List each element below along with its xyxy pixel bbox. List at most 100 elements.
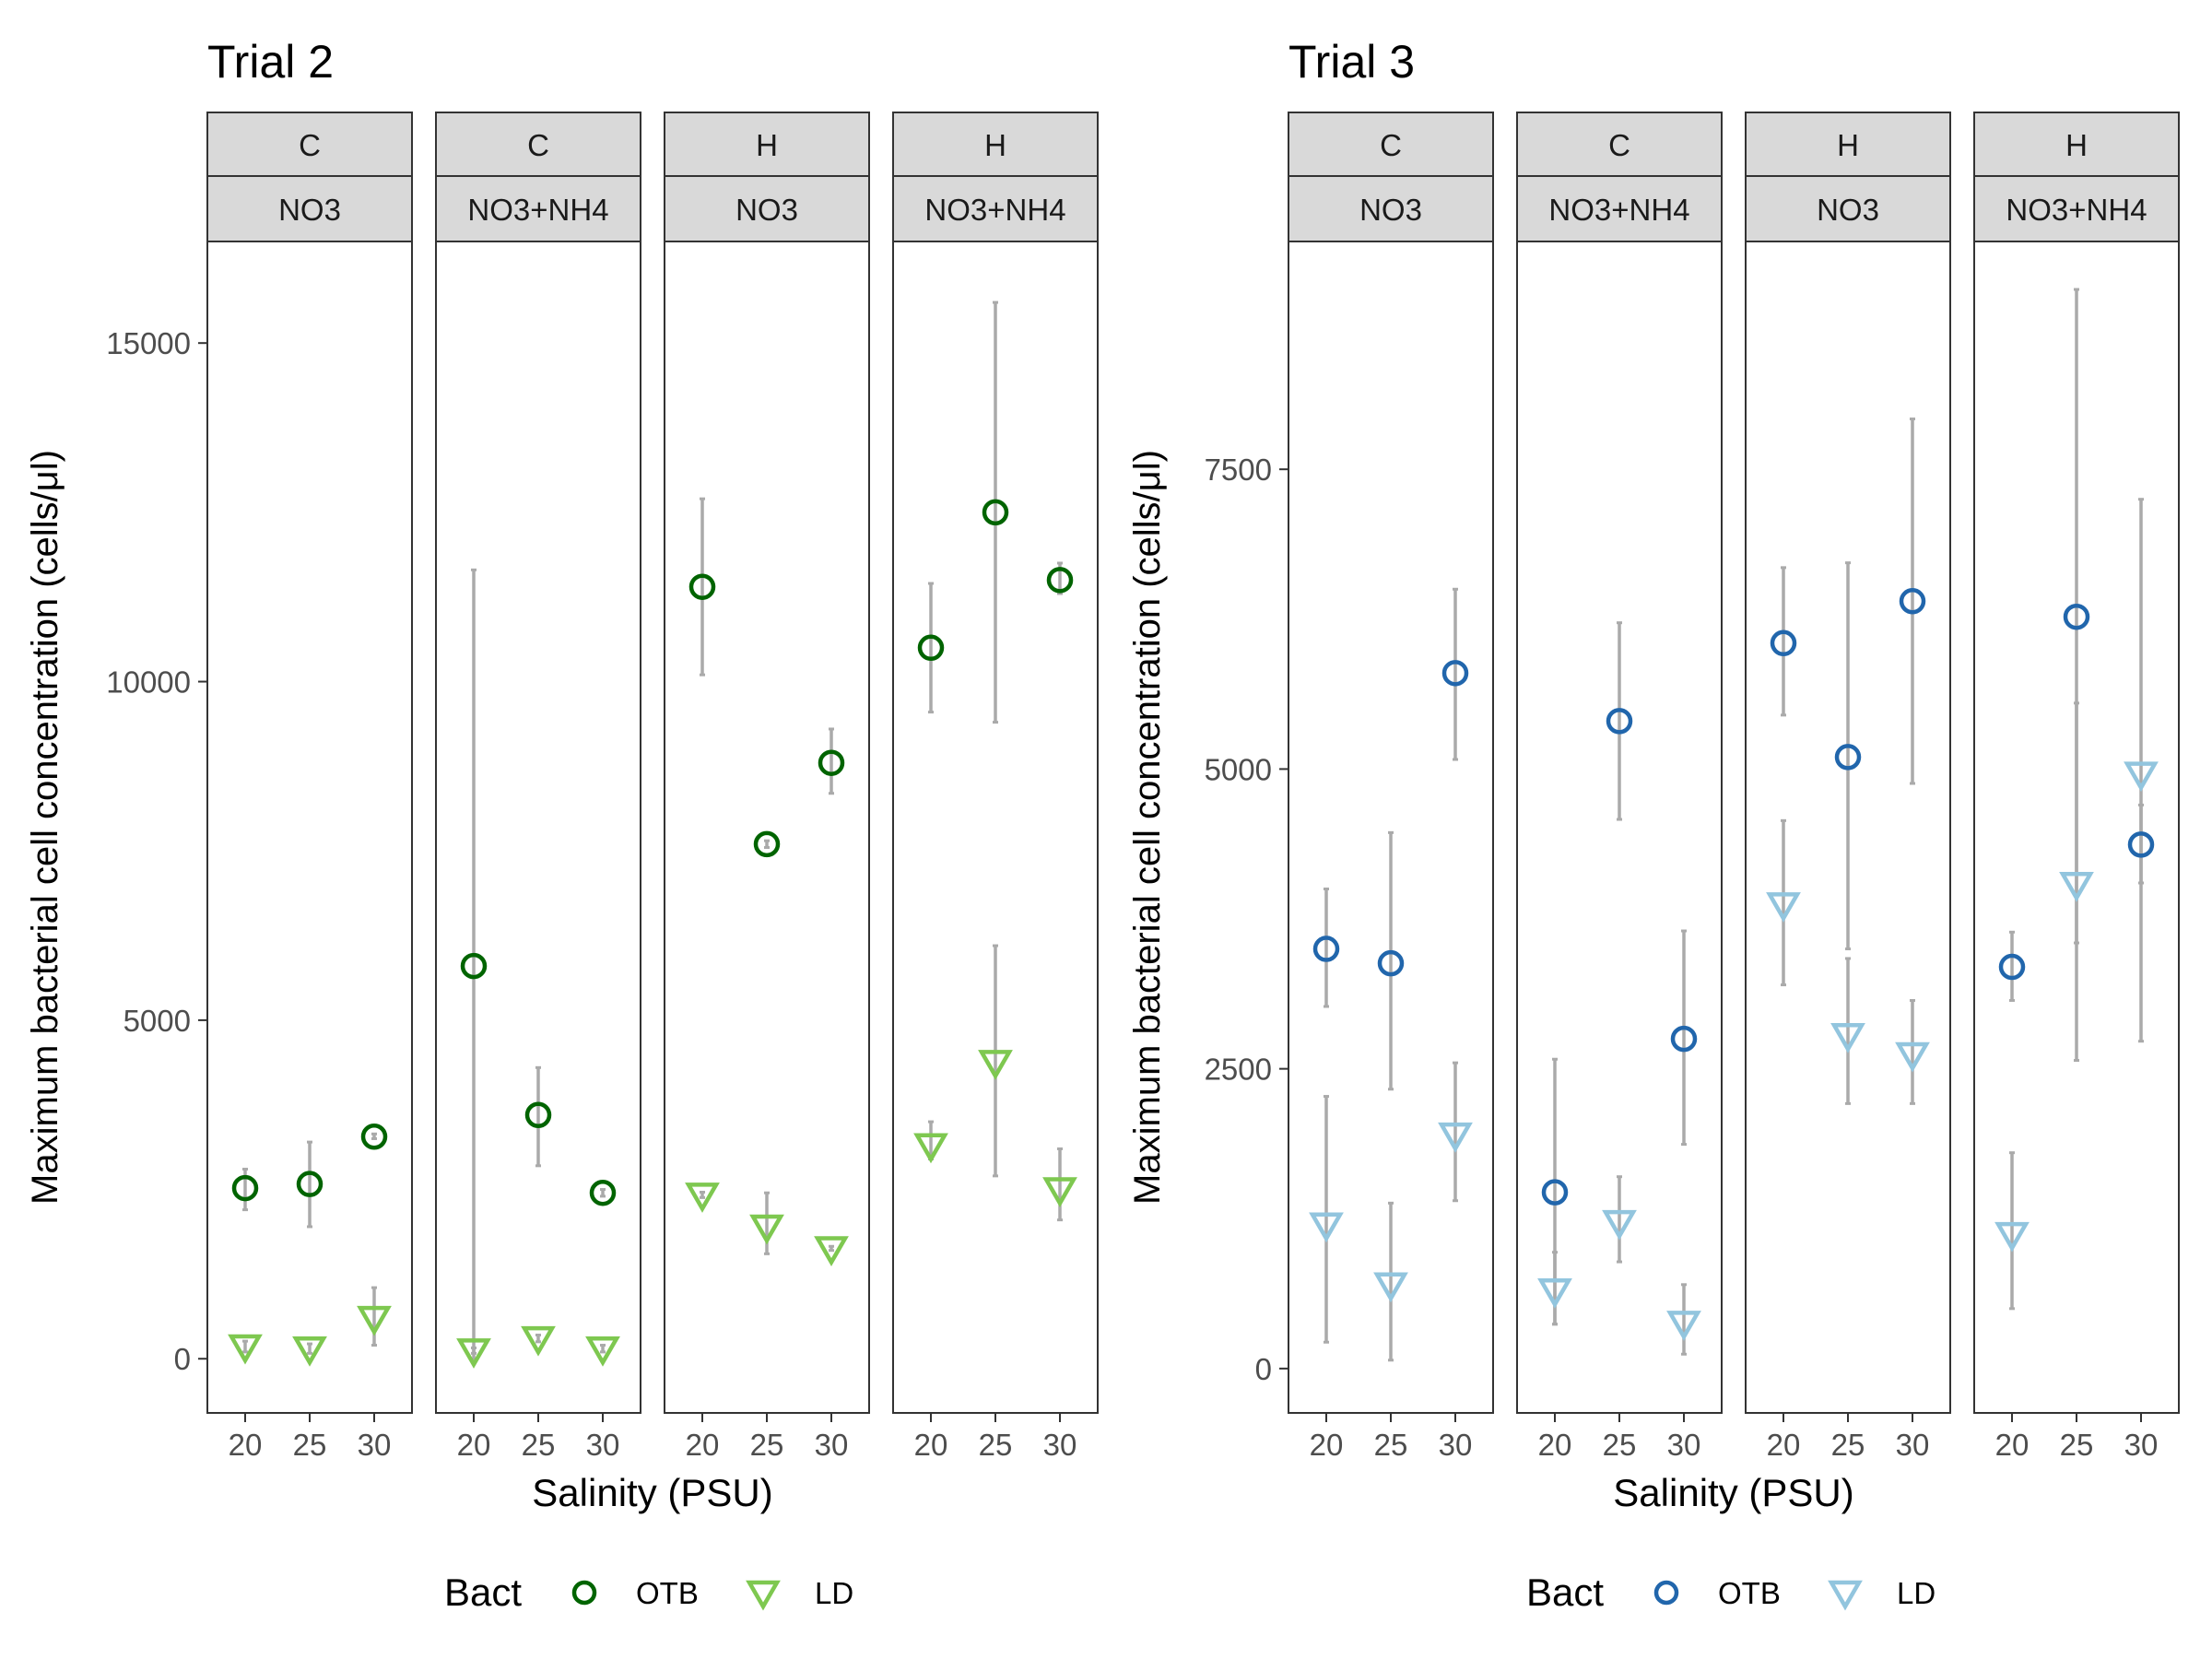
strip-bottom <box>664 175 870 242</box>
point-otb <box>296 1171 324 1197</box>
x-tick-label: 20 <box>914 1428 948 1462</box>
x-axis-label: Salinity (PSU) <box>1613 1471 1853 1514</box>
point-otb <box>1606 708 1633 735</box>
point-ld <box>456 1338 491 1369</box>
point-otb <box>460 952 488 980</box>
x-tick-label: 20 <box>229 1428 263 1462</box>
point-otb <box>1541 1179 1569 1206</box>
facet-panel: H NO3 20 25 30 <box>1745 112 1951 1462</box>
point-otb <box>982 499 1009 526</box>
point-otb <box>818 749 845 776</box>
y-tick-label: 7500 <box>1205 453 1272 487</box>
y-tick-label: 15000 <box>106 326 191 360</box>
x-tick-label: 25 <box>1374 1428 1408 1462</box>
strip-bottom-label: NO3+NH4 <box>1548 193 1689 227</box>
point-ld <box>1309 1212 1344 1243</box>
facet-panel: C NO3 20 25 30 <box>1288 112 1494 1462</box>
legend: Bact OTB LD <box>1526 1571 1936 1614</box>
y-tick-label: 2500 <box>1205 1053 1272 1087</box>
point-otb <box>1670 1025 1698 1053</box>
point-ld <box>1895 1041 1930 1073</box>
point-otb <box>688 573 716 600</box>
chart-trial-3: Trial 3 Maximum bacterial cell concentrat… <box>1127 36 2180 1614</box>
strip-bottom-label: NO3 <box>1817 193 1879 227</box>
strip-bottom-label: NO3+NH4 <box>467 193 608 227</box>
point-otb <box>2127 831 2155 858</box>
x-tick-label: 30 <box>1439 1428 1473 1462</box>
point-otb <box>1441 660 1469 687</box>
x-tick-label: 20 <box>1767 1428 1801 1462</box>
strip-bottom-label: NO3 <box>1359 193 1422 227</box>
y-tick-label: 0 <box>174 1342 191 1376</box>
x-tick-label: 25 <box>1831 1428 1865 1462</box>
point-otb <box>1834 744 1862 771</box>
y-tick-label: 5000 <box>1205 752 1272 786</box>
point-ld <box>1042 1177 1077 1208</box>
strip-top <box>1973 112 2180 177</box>
strip-top <box>1288 112 1494 177</box>
strip-top-label: H <box>984 128 1006 162</box>
point-otb <box>2063 603 2090 630</box>
x-tick-label: 30 <box>1043 1428 1077 1462</box>
facet-panel: C NO3 20 25 30 <box>206 112 413 1462</box>
strip-bottom <box>1516 175 1723 242</box>
x-tick-label: 25 <box>979 1428 1013 1462</box>
legend-title: Bact <box>1526 1571 1604 1614</box>
point-ld <box>1438 1122 1473 1153</box>
y-axis-label: Maximum bacterial cell concentration (ce… <box>25 450 65 1205</box>
x-tick-label: 25 <box>522 1428 556 1462</box>
chart-title: Trial 2 <box>207 36 334 88</box>
legend-label-ld: LD <box>815 1576 853 1610</box>
strip-top <box>206 112 413 177</box>
point-ld <box>228 1334 263 1365</box>
point-ld <box>1830 1022 1865 1053</box>
y-tick-label: 10000 <box>106 665 191 700</box>
legend-label-otb: OTB <box>1718 1576 1781 1610</box>
point-ld <box>585 1335 620 1367</box>
point-otb <box>1046 567 1074 594</box>
point-otb <box>524 1101 552 1128</box>
point-otb <box>589 1179 617 1206</box>
strip-top-label: H <box>2065 128 2088 162</box>
strip-bottom <box>1745 175 1951 242</box>
point-otb <box>753 830 781 858</box>
point-otb <box>1377 949 1405 977</box>
point-otb <box>1899 588 1926 615</box>
legend-label-otb: OTB <box>636 1576 699 1610</box>
strip-top-label: C <box>1608 128 1630 162</box>
point-ld <box>1666 1311 1701 1341</box>
point-ld <box>978 1050 1013 1080</box>
point-ld <box>357 1305 392 1336</box>
point-ld <box>814 1236 849 1266</box>
point-ld <box>1537 1278 1572 1309</box>
point-ld <box>1373 1272 1408 1303</box>
point-ld <box>292 1335 327 1367</box>
x-tick-label: 20 <box>1538 1428 1572 1462</box>
x-axis-label: Salinity (PSU) <box>532 1471 772 1514</box>
panel-frame <box>206 241 413 1414</box>
x-tick-label: 25 <box>293 1428 327 1462</box>
point-ld <box>1602 1209 1637 1241</box>
x-tick-label: 30 <box>815 1428 849 1462</box>
x-tick-label: 30 <box>358 1428 392 1462</box>
point-otb <box>917 634 945 662</box>
point-ld <box>2059 872 2094 902</box>
point-otb <box>360 1123 388 1150</box>
point-otb <box>1312 935 1340 962</box>
strip-top <box>664 112 870 177</box>
strip-bottom <box>435 175 641 242</box>
strip-bottom-label: NO3+NH4 <box>2006 193 2147 227</box>
x-tick-label: 30 <box>1667 1428 1701 1462</box>
x-tick-label: 20 <box>1310 1428 1344 1462</box>
strip-bottom-label: NO3+NH4 <box>924 193 1065 227</box>
facet-panel: C NO3+NH4 20 25 30 <box>1516 112 1723 1462</box>
legend-key-ld <box>1828 1580 1863 1611</box>
point-ld <box>521 1325 556 1357</box>
legend-key-ld <box>746 1580 781 1611</box>
strip-top-label: C <box>1380 128 1402 162</box>
point-ld <box>1766 892 1801 923</box>
point-ld <box>913 1133 948 1164</box>
point-ld <box>2124 761 2159 793</box>
point-ld <box>1994 1221 2030 1253</box>
